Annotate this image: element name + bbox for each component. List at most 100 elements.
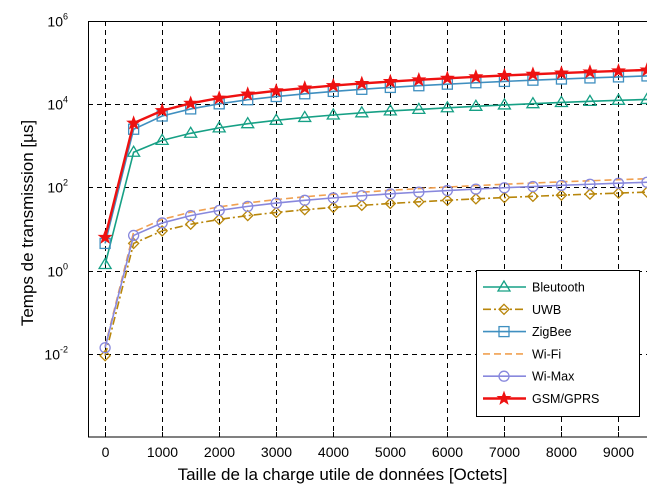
series-uwb: [99, 186, 647, 362]
data-point-bleutooth: [440, 100, 455, 113]
y-tick-label: 102: [47, 178, 68, 196]
data-point-gsm-gprs: [211, 90, 227, 105]
x-tick-label: 2000: [204, 444, 235, 460]
data-point-gsm-gprs: [439, 70, 455, 85]
data-point-gsm-gprs: [354, 75, 370, 90]
x-tick-label: 0: [102, 444, 110, 460]
data-point-bleutooth: [611, 93, 626, 105]
x-tick-label: 7000: [489, 444, 520, 460]
data-point-wi-max: [356, 190, 368, 202]
data-point-bleutooth: [525, 96, 541, 109]
x-tick-label: 1000: [147, 444, 178, 460]
data-point-bleutooth: [554, 95, 569, 108]
x-axis-label: Taille de la charge utile de données [Oc…: [178, 465, 508, 484]
data-point-gsm-gprs: [553, 65, 569, 80]
data-point-uwb: [127, 237, 140, 250]
data-point-uwb: [184, 218, 197, 231]
data-point-uwb: [270, 206, 283, 219]
data-point-bleutooth: [383, 103, 398, 116]
data-point-bleutooth: [354, 105, 369, 118]
data-point-gsm-gprs: [639, 62, 647, 77]
data-point-bleutooth: [240, 116, 255, 129]
data-point-uwb: [241, 209, 254, 222]
data-point-wi-max: [641, 176, 647, 188]
data-point-wi-max: [498, 182, 511, 194]
legend-item-wi-fi: Wi-Fi: [483, 347, 561, 361]
legend-label-zigbee: ZigBee: [532, 325, 572, 339]
data-point-bleutooth: [326, 107, 341, 120]
x-tick-label: 3000: [261, 444, 292, 460]
data-point-gsm-gprs: [297, 80, 313, 95]
data-point-wi-max: [584, 178, 596, 190]
legend-marker-zigbee: [498, 325, 510, 338]
legend-marker-wi-max: [498, 370, 510, 382]
data-point-wi-max: [213, 204, 225, 217]
data-point-bleutooth: [155, 133, 170, 146]
legend-marker-bleutooth: [496, 279, 512, 292]
data-point-gsm-gprs: [610, 63, 626, 78]
data-point-gsm-gprs: [268, 82, 284, 98]
data-point-wi-max: [612, 177, 625, 189]
data-point-gsm-gprs: [240, 86, 256, 101]
data-point-uwb: [498, 191, 511, 204]
series-line-wi-fi: [104, 177, 647, 347]
data-point-gsm-gprs: [382, 73, 398, 88]
legend: Bleutooth UWB ZigBee Wi-Fi Wi-Max GSM/GPRS: [476, 270, 640, 417]
plot-frame: [88, 21, 647, 438]
data-point-gsm-gprs: [126, 115, 142, 130]
y-tick-label: 104: [47, 95, 68, 113]
data-point-gsm-gprs: [325, 77, 341, 92]
data-point-bleutooth: [183, 126, 198, 138]
data-point-uwb: [355, 199, 368, 212]
data-point-uwb: [412, 195, 425, 208]
legend-item-zigbee: ZigBee: [483, 325, 572, 339]
data-point-bleutooth: [297, 110, 312, 123]
data-point-zigbee: [641, 70, 647, 82]
legend-label-gsm-gprs: GSM/GPRS: [532, 392, 599, 406]
x-tick-label: 6000: [432, 444, 463, 460]
series-wi-max: [99, 176, 647, 354]
data-point-wi-max: [242, 200, 254, 213]
data-point-bleutooth: [269, 113, 284, 125]
data-point-uwb: [327, 201, 340, 214]
series-wi-fi: [104, 177, 647, 347]
data-point-bleutooth: [97, 257, 113, 270]
data-point-uwb: [584, 188, 596, 201]
legend-item-uwb: UWB: [483, 303, 561, 317]
data-point-wi-max: [527, 180, 539, 193]
legend-label-wi-max: Wi-Max: [532, 370, 575, 384]
y-tick-label: 106: [47, 12, 68, 30]
data-point-gsm-gprs: [496, 67, 512, 82]
data-point-uwb: [99, 349, 112, 362]
data-point-gsm-gprs: [154, 102, 170, 118]
y-tick-label: 10-2: [44, 345, 68, 363]
data-point-bleutooth: [582, 94, 598, 107]
data-point-uwb: [526, 190, 539, 203]
data-point-bleutooth: [639, 92, 647, 105]
data-point-wi-max: [185, 209, 197, 222]
legend-item-bleutooth: Bleutooth: [483, 279, 585, 295]
data-point-uwb: [298, 203, 311, 216]
data-point-uwb: [555, 189, 568, 202]
series-line-bleutooth: [104, 98, 647, 265]
data-point-bleutooth: [126, 144, 141, 157]
x-tick-label: 5000: [375, 444, 406, 460]
data-point-wi-max: [270, 197, 282, 209]
data-point-uwb: [612, 187, 625, 200]
data-point-wi-max: [413, 186, 425, 198]
legend-label-uwb: UWB: [532, 303, 561, 317]
data-point-gsm-gprs: [525, 66, 541, 81]
legend-marker-gsm-gprs: [496, 390, 512, 405]
series-gsm-gprs: [97, 62, 647, 244]
data-point-wi-max: [156, 217, 168, 229]
data-point-wi-max: [470, 183, 482, 195]
legend-marker-uwb: [498, 303, 510, 316]
data-point-uwb: [384, 197, 397, 210]
data-point-uwb: [441, 194, 454, 207]
data-point-wi-max: [441, 184, 454, 197]
data-point-wi-max: [555, 179, 568, 192]
data-point-bleutooth: [497, 97, 512, 110]
series-group: [97, 62, 647, 362]
data-point-wi-max: [127, 229, 140, 242]
